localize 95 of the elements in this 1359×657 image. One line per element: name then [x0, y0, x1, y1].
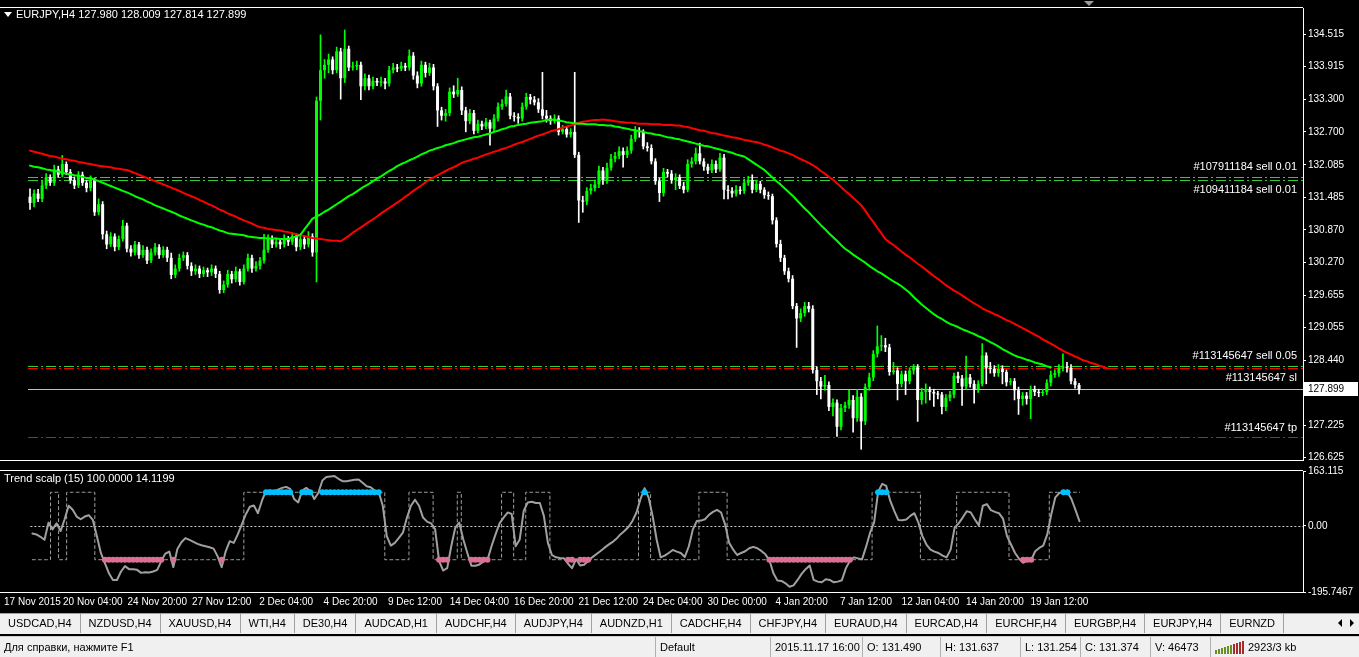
y-tick-label: 129.055 [1308, 321, 1345, 333]
candlestick [456, 77, 460, 97]
candlestick [202, 266, 206, 277]
y-tick-label: -195.7467 [1308, 585, 1354, 597]
candlestick [1037, 388, 1041, 398]
x-tick-label: 14 Jan 20:00 [966, 595, 1025, 607]
ref-line-label: #113145647 sl [1225, 370, 1297, 383]
candlestick [738, 186, 742, 195]
y-tick-label: 127.225 [1308, 419, 1345, 431]
candlestick [432, 63, 435, 91]
y-tick-label: 130.270 [1308, 255, 1345, 267]
x-tick-label: 27 Nov 12:00 [191, 595, 252, 607]
text: XAUUSD,H4 [160, 614, 241, 633]
ref-line-label: #113145647 sell 0.05 [1192, 349, 1297, 362]
candlestick [395, 63, 399, 73]
y-tick-label: 126.625 [1308, 451, 1345, 463]
candlestick [823, 374, 827, 391]
text: O: 131.490 [867, 641, 922, 653]
y-tick-label: 133.915 [1308, 60, 1345, 72]
y-tick-label: 133.300 [1308, 93, 1345, 105]
x-tick-label: 21 Dec 12:00 [578, 595, 639, 607]
candlestick [730, 187, 734, 198]
x-tick-label: 30 Dec 00:00 [707, 595, 768, 607]
candlestick [319, 34, 323, 121]
candlestick [924, 383, 928, 404]
text: V: 46473 [1155, 641, 1199, 653]
x-tick-label: 9 Dec 12:00 [388, 595, 443, 607]
candlestick [661, 167, 665, 197]
x-tick-label: 17 Nov 2015 [4, 595, 62, 607]
text: AUDCHF,H4 [437, 614, 516, 633]
text: EURCAD,H4 [906, 614, 988, 633]
text: CHFJPY,H4 [750, 614, 827, 633]
x-tick-label: 14 Dec 04:00 [449, 595, 510, 607]
x-tick-label: 24 Dec 04:00 [642, 595, 703, 607]
text: AUDNZD,H1 [591, 614, 672, 633]
text: NZDUSD,H4 [80, 614, 161, 633]
chart-title: EURJPY,H4 127.980 128.009 127.814 127.899 [16, 8, 247, 21]
y-tick-label: 132.085 [1308, 158, 1345, 170]
text: L: 131.254 [1025, 641, 1077, 653]
text: Default [660, 641, 695, 653]
y-tick-label: 163.115 [1308, 464, 1344, 476]
chart-title: Trend scalp (15) 100.0000 14.1199 [4, 472, 175, 485]
candlestick [778, 239, 782, 262]
candlestick [85, 179, 89, 193]
candlestick [928, 386, 932, 401]
candlestick [1013, 378, 1017, 401]
text: Для справки, нажмите F1 [4, 641, 134, 653]
y-tick-label: 128.440 [1308, 354, 1345, 366]
candlestick [960, 374, 964, 406]
y-tick-label: 131.485 [1308, 190, 1345, 202]
text: 2015.11.17 16:00 [775, 641, 860, 653]
x-tick-label: 4 Jan 20:00 [775, 595, 829, 607]
candlestick [621, 147, 625, 168]
x-tick-label: 19 Jan 12:00 [1030, 595, 1089, 607]
text: EURAUD,H4 [826, 614, 907, 633]
candlestick [847, 389, 851, 409]
x-tick-label: 7 Jan 12:00 [839, 595, 893, 607]
text: EURGBP,H4 [1065, 614, 1146, 633]
candlestick [351, 61, 355, 71]
ref-line-label: #107911184 sell 0.01 [1193, 160, 1297, 173]
text: DE30,H4 [294, 614, 357, 633]
candlestick [1008, 378, 1012, 386]
x-tick-label: 2 Dec 04:00 [259, 595, 314, 607]
candlestick [197, 265, 201, 279]
candlestick [569, 128, 573, 138]
x-tick-label: 24 Nov 20:00 [127, 595, 188, 607]
text: WTI,H4 [240, 614, 295, 633]
candlestick [896, 367, 899, 401]
x-tick-label: 12 Jan 04:00 [901, 595, 960, 607]
x-tick-label: 4 Dec 20:00 [323, 595, 378, 607]
ref-line-label: #109411184 sell 0.01 [1193, 182, 1297, 195]
text: EURJPY,H4 [1145, 614, 1222, 633]
text: CADCHF,H4 [671, 614, 751, 633]
y-tick-label: 130.870 [1308, 223, 1345, 235]
text: AUDCAD,H1 [356, 614, 437, 633]
candlestick [932, 388, 936, 407]
ref-line-label: 127.899 [1308, 383, 1345, 395]
candlestick [254, 261, 258, 272]
x-tick-label: 20 Nov 04:00 [63, 595, 123, 607]
text: 2923/3 kb [1248, 641, 1297, 653]
ref-line-label: #113145647 tp [1224, 421, 1297, 434]
y-tick-label: 134.515 [1308, 28, 1345, 40]
text: AUDJPY,H4 [515, 614, 592, 633]
candlestick [666, 169, 670, 178]
y-tick-label: 0.00 [1308, 519, 1328, 531]
y-tick-label: 132.700 [1308, 125, 1345, 137]
text: USDCAD,H4 [0, 614, 81, 633]
x-tick-label: 16 Dec 20:00 [514, 595, 575, 607]
text: H: 131.637 [945, 641, 999, 653]
text: EURNZD [1221, 614, 1285, 633]
text: C: 131.374 [1085, 641, 1139, 653]
candlestick [379, 76, 383, 87]
text: EURCHF,H4 [987, 614, 1066, 633]
y-tick-label: 129.655 [1308, 288, 1345, 300]
candlestick [972, 380, 976, 404]
